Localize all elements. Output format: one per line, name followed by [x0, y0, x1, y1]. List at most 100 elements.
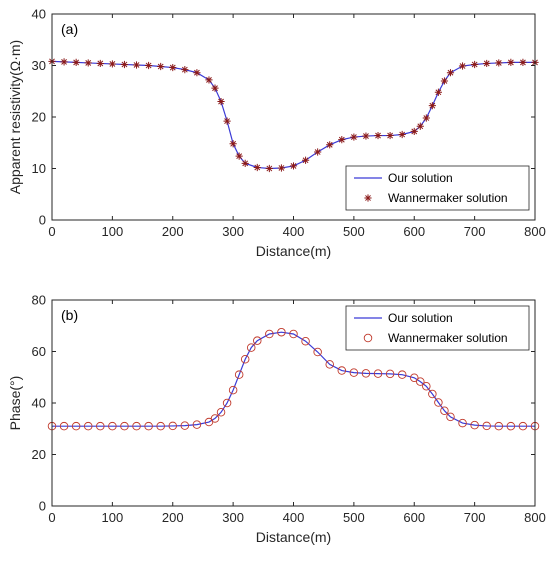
- data-point: [120, 421, 129, 431]
- data-point: [428, 389, 437, 399]
- data-point: [277, 327, 286, 337]
- data-point: [157, 62, 165, 71]
- data-point: [385, 369, 395, 379]
- axes-box: [51, 13, 536, 221]
- data-point: [398, 130, 406, 139]
- data-point: [132, 421, 141, 431]
- data-point: [156, 421, 165, 431]
- data-point: [373, 369, 383, 378]
- x-tick-label: 400: [283, 510, 305, 525]
- y-tick-label: 40: [32, 7, 46, 22]
- data-point: [446, 412, 455, 422]
- data-point: [228, 385, 238, 395]
- data-point: [144, 421, 153, 431]
- x-tick-label: 800: [524, 510, 546, 525]
- data-point: [361, 369, 371, 378]
- x-tick-label: 200: [162, 224, 184, 239]
- data-point: [507, 58, 515, 67]
- y-tick-label: 60: [32, 344, 46, 359]
- series-line: [52, 331, 535, 427]
- y-axis-label: Phase(°): [7, 376, 23, 431]
- data-point: [362, 132, 370, 140]
- data-point: [289, 329, 298, 339]
- data-point: [482, 421, 491, 431]
- y-tick-label: 0: [39, 499, 46, 514]
- data-point: [96, 59, 104, 68]
- x-tick-label: 300: [222, 510, 244, 525]
- data-point: [440, 77, 449, 85]
- data-point: [83, 421, 93, 431]
- x-tick-label: 100: [102, 510, 124, 525]
- panel-tag: (a): [61, 21, 78, 37]
- data-point: [84, 59, 92, 67]
- data-point: [314, 148, 322, 156]
- series-our-solution: [52, 331, 535, 427]
- data-point: [253, 163, 261, 172]
- legend-swatch-star: [364, 194, 372, 202]
- data-point: [72, 58, 80, 67]
- x-tick-label: 700: [464, 510, 486, 525]
- data-point: [145, 61, 153, 70]
- data-point: [494, 421, 504, 431]
- data-point: [313, 347, 322, 357]
- data-point: [434, 88, 442, 96]
- axes-box: [51, 299, 536, 507]
- data-point: [397, 370, 407, 379]
- data-point: [59, 421, 69, 431]
- panel-b: 0 100 200 300 400 500 600 700 800 0 20 40 60 80 (b) Dis…: [7, 293, 546, 546]
- data-point: [108, 60, 116, 68]
- data-point: [301, 156, 310, 164]
- x-tick-label: 500: [343, 224, 365, 239]
- data-point: [222, 398, 232, 408]
- data-point: [483, 59, 491, 68]
- x-tick-label: 700: [464, 224, 486, 239]
- data-point: [71, 421, 81, 431]
- data-point: [241, 159, 249, 167]
- x-tick-label: 200: [162, 510, 184, 525]
- legend-label: Wannermaker solution: [388, 191, 508, 205]
- panel-a: 0 100 200 300 400 500 600 700 800 0 10 20 30 40 (a) Dis…: [7, 7, 546, 260]
- data-point: [440, 406, 449, 415]
- x-tick-label: 100: [102, 224, 124, 239]
- y-axis-label: Apparent resistivity(Ω·m): [7, 40, 23, 194]
- data-point: [349, 368, 359, 377]
- series-wannermaker-solution: [48, 57, 539, 173]
- x-tick-label: 600: [403, 224, 425, 239]
- y-tick-label: 20: [32, 110, 46, 125]
- data-point: [240, 354, 250, 364]
- data-point: [338, 136, 346, 144]
- data-point: [235, 152, 243, 160]
- data-point: [410, 373, 419, 383]
- data-point: [193, 69, 201, 77]
- y-tick-label: 10: [32, 161, 46, 176]
- y-tick-label: 80: [32, 293, 46, 308]
- data-point: [289, 162, 298, 170]
- legend-label: Our solution: [388, 171, 453, 185]
- data-point: [416, 377, 425, 386]
- data-point: [326, 141, 334, 149]
- data-point: [350, 133, 358, 141]
- data-point: [60, 58, 68, 66]
- data-point: [374, 131, 382, 140]
- data-point: [210, 414, 220, 423]
- data-point: [180, 421, 190, 430]
- data-point: [192, 420, 202, 429]
- data-point: [518, 421, 528, 431]
- data-point: [120, 60, 129, 69]
- legend-box: [345, 305, 530, 351]
- data-point: [495, 59, 503, 67]
- legend: Our solution Wannermaker solution: [345, 165, 530, 211]
- data-point: [234, 370, 244, 379]
- y-tick-label: 0: [39, 213, 46, 228]
- data-point: [211, 84, 219, 92]
- data-point: [458, 418, 467, 428]
- x-axis-label: Distance(m): [256, 243, 331, 259]
- data-point: [301, 336, 310, 346]
- data-point: [169, 63, 177, 72]
- data-point: [458, 62, 467, 70]
- data-point: [205, 76, 213, 84]
- data-point: [217, 97, 225, 106]
- x-axis-label: Distance(m): [256, 529, 331, 545]
- data-point: [434, 398, 443, 407]
- data-point: [470, 420, 479, 430]
